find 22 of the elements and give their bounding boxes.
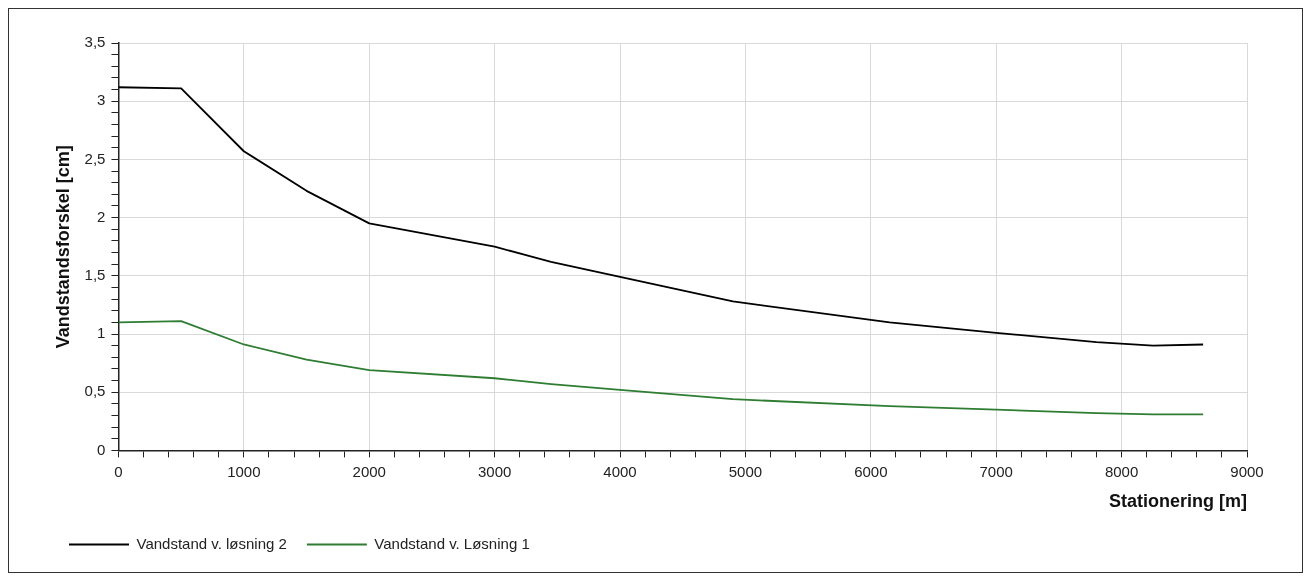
y-tick-label: 2,5 — [84, 149, 106, 167]
x-tick-label: 6000 — [854, 462, 888, 480]
y-tick-label: 1 — [97, 324, 106, 342]
y-tick-label: 1,5 — [84, 265, 106, 283]
x-tick-label: 2000 — [352, 462, 386, 480]
x-tick-label: 0 — [114, 462, 123, 480]
x-tick-label: 8000 — [1104, 462, 1139, 480]
x-tick-label: 1000 — [227, 462, 261, 480]
y-tick-label: 0,5 — [84, 382, 106, 400]
y-axis-title: Vandstandsforskel [cm] — [52, 145, 73, 349]
x-tick-label: 4000 — [603, 462, 637, 480]
y-tick-label: 0 — [97, 440, 106, 458]
y-tick-label: 3 — [97, 91, 106, 109]
x-tick-label: 5000 — [728, 462, 763, 480]
y-tick-label: 2 — [97, 207, 106, 225]
x-tick-label: 9000 — [1230, 462, 1264, 480]
legend-label: Vandstand v. Løsning 1 — [374, 534, 530, 552]
y-tick-label: 3,5 — [84, 33, 106, 51]
legend-label: Vandstand v. løsning 2 — [136, 534, 287, 552]
x-axis-title: Stationering [m] — [1109, 491, 1247, 512]
x-tick-label: 7000 — [979, 462, 1013, 480]
x-tick-label: 3000 — [477, 462, 512, 480]
